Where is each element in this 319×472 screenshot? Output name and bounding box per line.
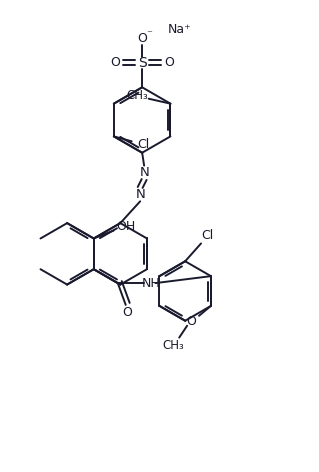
Text: N: N bbox=[135, 188, 145, 201]
Text: NH: NH bbox=[142, 277, 161, 290]
Text: CH₃: CH₃ bbox=[126, 89, 148, 102]
Text: O: O bbox=[123, 306, 133, 320]
Text: N: N bbox=[139, 166, 149, 179]
Text: OH: OH bbox=[116, 220, 135, 233]
Text: CH₃: CH₃ bbox=[162, 339, 184, 352]
Text: Na⁺: Na⁺ bbox=[168, 23, 192, 36]
Text: O: O bbox=[137, 32, 147, 45]
Text: O: O bbox=[164, 56, 174, 69]
Text: S: S bbox=[138, 56, 146, 69]
Text: Cl: Cl bbox=[137, 138, 150, 151]
Text: Cl: Cl bbox=[201, 229, 213, 242]
Text: O: O bbox=[186, 315, 196, 328]
Text: ⁻: ⁻ bbox=[146, 29, 152, 39]
Text: O: O bbox=[110, 56, 120, 69]
